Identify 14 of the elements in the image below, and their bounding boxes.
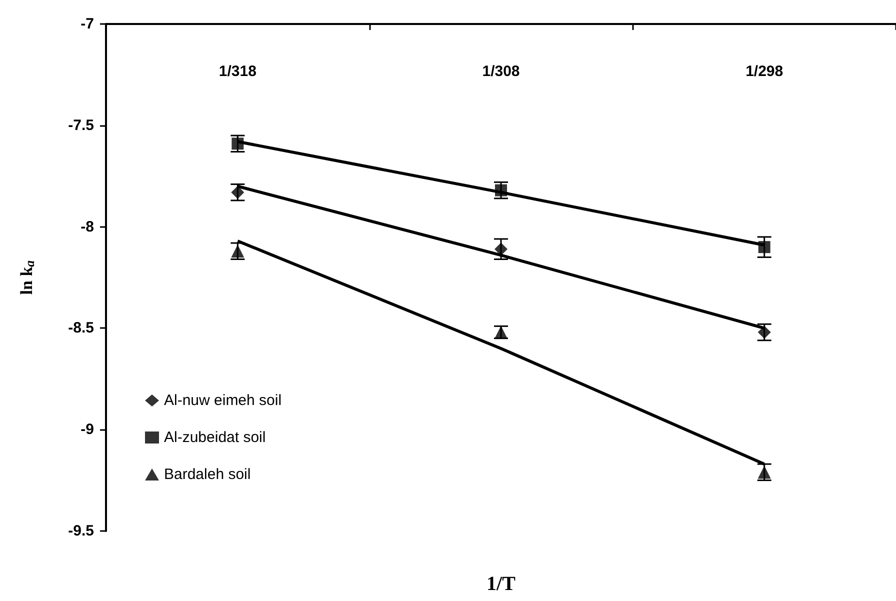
y-tick-label: -7 (80, 16, 94, 32)
y-tick-label: -8.5 (68, 320, 94, 337)
y-tick-label: -9.5 (68, 522, 94, 540)
x-tick-label: 1/308 (482, 63, 520, 80)
x-axis-title: 1/T (486, 573, 516, 595)
y-tick-label: -7.5 (68, 116, 94, 134)
y-axis-title: ln ka (17, 260, 37, 295)
legend-label: Bardaleh soil (164, 466, 251, 483)
legend-label: Al-zubeidat soil (164, 429, 266, 446)
x-tick-label: 1/298 (746, 63, 784, 80)
y-tick-label: -9 (80, 421, 94, 438)
x-tick-label: 1/318 (218, 63, 256, 80)
y-tick-label: -8 (80, 218, 94, 236)
legend-label: Al-nuw eimeh soil (164, 392, 282, 409)
